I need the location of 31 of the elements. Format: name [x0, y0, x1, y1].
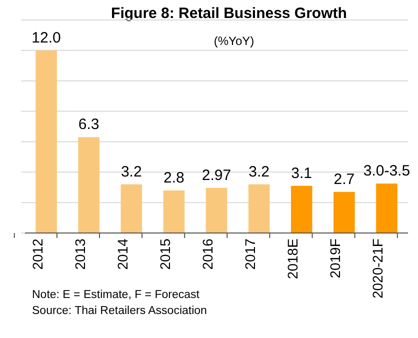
x-tick-label: 2018E [284, 238, 301, 280]
x-tick-label: 2015 [156, 238, 173, 270]
chart-title: Figure 8: Retail Business Growth [111, 5, 347, 22]
bar [334, 192, 355, 233]
bar [376, 184, 398, 233]
bar [78, 137, 100, 233]
text: Note: E = Estimate, F = Forecast [32, 289, 200, 301]
x-tick-label: 2019F [327, 238, 344, 278]
bar [163, 190, 185, 233]
data-label: 3.2 [248, 163, 270, 180]
data-label: 2.7 [334, 170, 355, 188]
text: (%YoY) [214, 34, 254, 48]
bar [290, 186, 312, 233]
data-label: 3.0-3.5 [363, 162, 410, 180]
bar [206, 188, 228, 233]
x-tick-label: 2020-21F [370, 238, 386, 299]
x-tick-label: 2017 [242, 238, 258, 270]
bar [36, 50, 57, 233]
data-label: 2.8 [164, 169, 184, 186]
data-label: 12.0 [32, 29, 61, 46]
data-label: 6.3 [78, 116, 100, 134]
x-tick-label: 2016 [200, 238, 216, 270]
source-note: Source: Thai Retailers Association [32, 305, 207, 317]
data-label: 2.97 [202, 166, 232, 184]
bar [120, 184, 142, 233]
x-tick-label: 2012 [29, 238, 46, 270]
x-tick-label: 2013 [72, 238, 88, 270]
data-label: 3.2 [120, 163, 142, 180]
data-label: 3.1 [291, 164, 312, 182]
x-tick-label: 2014 [114, 238, 130, 270]
bar [248, 184, 270, 233]
